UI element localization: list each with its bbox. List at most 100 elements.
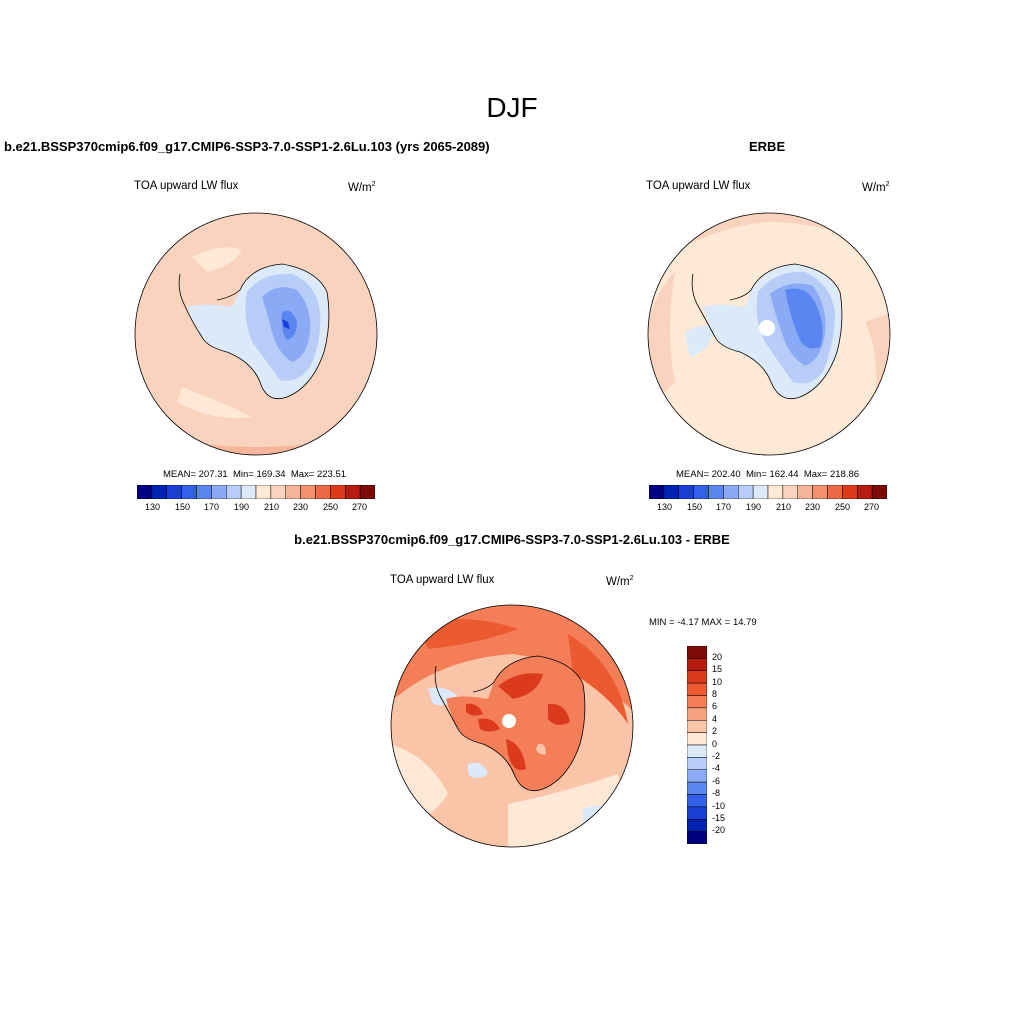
colorbar-tick: -6 [712,776,721,786]
colorbar-tick: -2 [712,751,721,761]
colorbar-swatch [752,485,769,499]
colorbar-swatch [687,806,707,820]
colorbar-swatch [196,485,212,499]
colorbar-swatch [687,695,707,709]
colorbar-swatch [708,485,724,499]
colorbar-swatch [687,670,707,684]
colorbar-tick: -4 [712,763,721,773]
panel-diff-polar-map [390,604,634,848]
colorbar-tick: 15 [712,664,723,674]
colorbar-tick: 270 [352,502,368,512]
panel-obs-stats: MEAN= 202.40 Min= 162.44 Max= 218.86 [676,469,860,480]
colorbar-swatch [687,732,707,746]
colorbar-swatch [649,485,665,499]
panel-obs-variable-label: TOA upward LW flux [646,180,751,192]
colorbar-tick: 190 [746,502,762,512]
colorbar-swatch [767,485,784,499]
panel-model-variable-label: TOA upward LW flux [134,180,239,192]
colorbar-swatch [782,485,799,499]
colorbar-tick: 230 [805,502,821,512]
colorbar-swatch [857,485,873,499]
colorbar-swatch [687,744,707,758]
colorbar-tick: 150 [687,502,703,512]
colorbar-swatch [687,646,707,659]
colorbar-tick: 20 [712,652,723,662]
colorbar-swatch [738,485,754,499]
panel-diff-colorbar-ticks: 20 15 10 8 6 4 2 0 -2 -4 -6 -8 -10 -15 -… [712,646,752,844]
colorbar-tick: 270 [864,502,880,512]
colorbar-tick: -15 [712,813,726,823]
colorbar-swatch [270,485,287,499]
colorbar-tick: 250 [323,502,339,512]
colorbar-swatch [687,658,707,672]
colorbar-tick: 210 [776,502,792,512]
colorbar-tick: 150 [175,502,191,512]
colorbar-tick: 230 [293,502,309,512]
colorbar-tick: 210 [264,502,280,512]
panel-obs-title: ERBE [749,139,786,154]
colorbar-swatch [812,485,828,499]
colorbar-swatch [842,485,858,499]
colorbar-swatch [687,720,707,733]
colorbar-tick: 130 [145,502,161,512]
panel-diff-colorbar [687,646,707,844]
panel-diff-minmax: MIN = -4.17 MAX = 14.79 [649,617,757,628]
colorbar-swatch [678,485,694,499]
panel-model-title: b.e21.BSSP370cmip6.f09_g17.CMIP6-SSP3-7.… [4,139,490,154]
colorbar-swatch [797,485,813,499]
panel-model-units: W/m2 [348,181,376,194]
colorbar-tick: 170 [204,502,220,512]
colorbar-swatch [827,485,843,499]
colorbar-swatch [687,769,707,783]
panel-obs-colorbar [649,485,887,499]
colorbar-swatch [255,485,272,499]
figure-title: DJF [486,92,538,123]
colorbar-tick: 2 [712,726,718,736]
colorbar-swatch [687,757,707,771]
colorbar-tick: 4 [712,714,718,724]
colorbar-tick: 6 [712,701,718,711]
colorbar-swatch [687,707,707,721]
colorbar-swatch [687,682,707,696]
colorbar-swatch [300,485,316,499]
colorbar-swatch [345,485,361,499]
colorbar-swatch [687,831,707,844]
colorbar-swatch [226,485,242,499]
colorbar-swatch [315,485,331,499]
colorbar-tick: 10 [712,677,723,687]
panel-diff-variable-label: TOA upward LW flux [390,574,495,586]
colorbar-tick: -20 [712,825,726,835]
panel-model-stats: MEAN= 207.31 Min= 169.34 Max= 223.51 [163,469,347,480]
colorbar-swatch [723,485,739,499]
panel-model-polar-map [134,212,378,456]
colorbar-tick: 170 [716,502,732,512]
panel-obs-polar-map [647,212,891,456]
colorbar-swatch [330,485,346,499]
colorbar-swatch [687,819,707,832]
panel-diff-units: W/m2 [606,575,634,588]
colorbar-tick: 130 [657,502,673,512]
colorbar-tick: 0 [712,739,718,749]
colorbar-swatch [166,485,182,499]
colorbar-swatch [663,485,680,499]
colorbar-swatch [211,485,227,499]
colorbar-tick: 8 [712,689,718,699]
colorbar-swatch [181,485,197,499]
colorbar-swatch [871,485,887,499]
colorbar-swatch [151,485,168,499]
colorbar-swatch [687,794,707,808]
panel-obs-colorbar-ticks: 130 150 170 190 210 230 250 270 [649,502,887,516]
colorbar-tick: 250 [835,502,851,512]
panel-model-colorbar-ticks: 130 150 170 190 210 230 250 270 [137,502,375,516]
colorbar-swatch [240,485,257,499]
panel-diff-title: b.e21.BSSP370cmip6.f09_g17.CMIP6-SSP3-7.… [294,532,730,547]
colorbar-swatch [137,485,153,499]
colorbar-tick: 190 [234,502,250,512]
panel-obs-units: W/m2 [862,181,890,194]
colorbar-tick: -10 [712,801,726,811]
colorbar-tick: -8 [712,788,721,798]
panel-model-colorbar [137,485,375,499]
colorbar-swatch [285,485,301,499]
colorbar-swatch [359,485,375,499]
colorbar-swatch [687,781,707,795]
